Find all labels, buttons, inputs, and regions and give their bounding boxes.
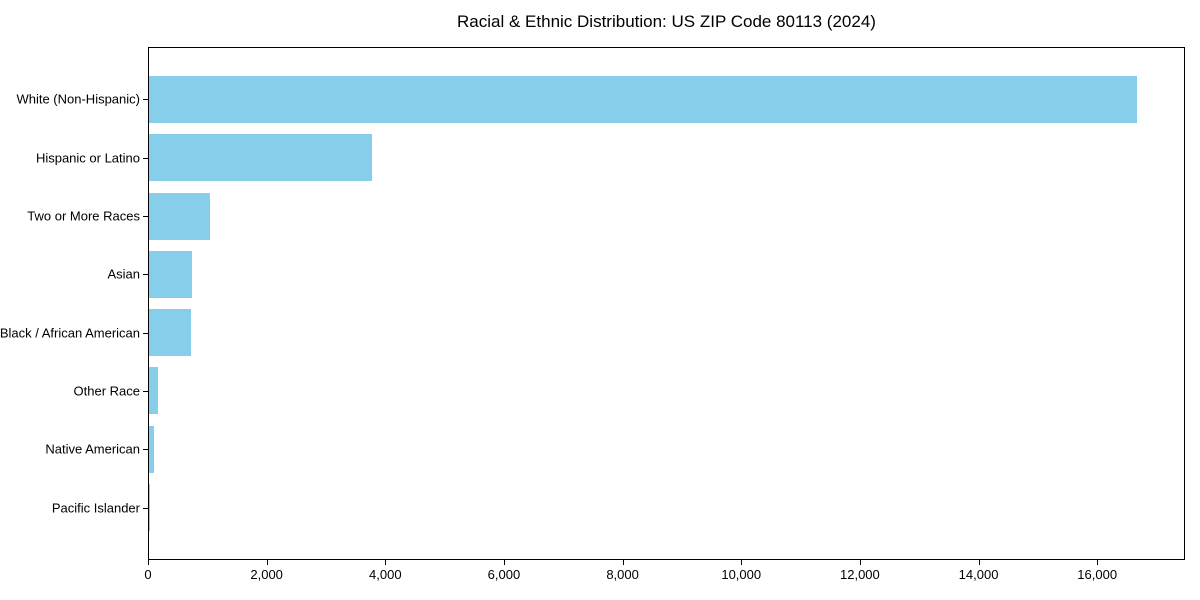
y-tick-mark <box>143 333 148 334</box>
y-tick-label: Pacific Islander <box>51 500 140 516</box>
y-tick-mark <box>143 216 148 217</box>
y-tick-label: Black / African American <box>0 325 140 341</box>
x-tick-label: 0 <box>144 567 152 582</box>
x-tick-label: 6,000 <box>487 567 521 582</box>
x-tick-mark <box>1097 560 1098 565</box>
bar <box>149 309 192 357</box>
x-tick-mark <box>267 560 268 565</box>
y-tick-mark <box>143 158 148 159</box>
y-tick-label: Other Race <box>73 383 140 399</box>
x-tick-mark <box>860 560 861 565</box>
bar <box>149 250 192 298</box>
bar <box>149 134 373 182</box>
y-tick-mark <box>143 508 148 509</box>
x-tick-label: 16,000 <box>1077 567 1118 582</box>
y-tick-label: Hispanic or Latino <box>35 150 140 166</box>
x-tick-mark <box>385 560 386 565</box>
x-tick-label: 8,000 <box>606 567 639 582</box>
y-tick-label: Two or More Races <box>27 208 140 224</box>
bar <box>149 367 158 415</box>
y-tick-mark <box>143 391 148 392</box>
x-tick-label: 2,000 <box>250 567 283 582</box>
y-tick-label: White (Non-Hispanic) <box>16 91 140 107</box>
x-tick-mark <box>148 560 149 565</box>
x-tick-mark <box>979 560 980 565</box>
y-tick-mark <box>143 99 148 100</box>
chart-title: Racial & Ethnic Distribution: US ZIP Cod… <box>457 12 876 31</box>
bar <box>149 192 211 240</box>
x-tick-mark <box>504 560 505 565</box>
bar <box>149 425 154 473</box>
y-tick-mark <box>143 449 148 450</box>
plot-area <box>148 47 1185 560</box>
y-tick-mark <box>143 274 148 275</box>
x-tick-mark <box>741 560 742 565</box>
bar <box>149 75 1137 123</box>
x-tick-mark <box>623 560 624 565</box>
x-tick-label: 4,000 <box>369 567 402 582</box>
x-tick-label: 12,000 <box>840 567 880 582</box>
y-tick-label: Asian <box>107 266 140 282</box>
x-tick-label: 14,000 <box>958 567 999 582</box>
y-tick-label: Native American <box>45 441 140 457</box>
bar <box>149 484 150 532</box>
x-tick-label: 10,000 <box>721 567 762 582</box>
